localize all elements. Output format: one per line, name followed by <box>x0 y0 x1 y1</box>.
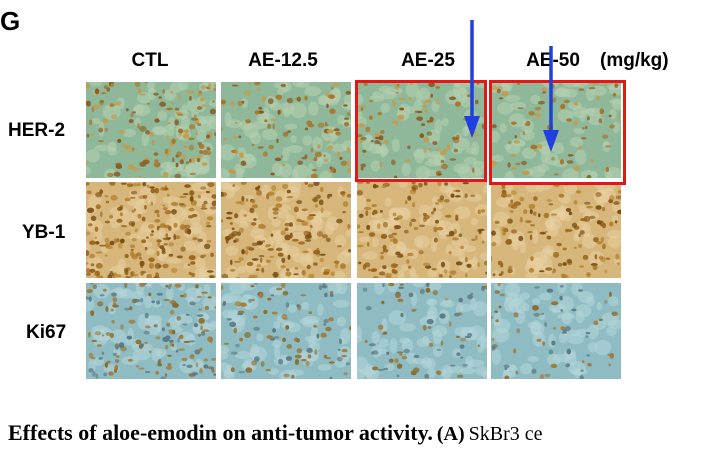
ihc-image-ki67-4 <box>491 283 621 379</box>
arrow-icon <box>543 46 559 152</box>
row-label-ki67: Ki67 <box>26 322 67 343</box>
ihc-image-yb-1-3 <box>357 182 487 278</box>
row-label-her-2: HER-2 <box>8 120 66 141</box>
ihc-image-her-2-3 <box>357 82 487 178</box>
ihc-image-yb-1-2 <box>221 182 351 278</box>
figure-caption: Effects of aloe-emodin on anti-tumor act… <box>8 420 543 446</box>
column-label-ae-25: AE-25 <box>401 50 455 71</box>
column-label-ae-50: AE-50 <box>526 50 580 71</box>
panel-letter: G <box>0 6 21 36</box>
highlight-box-her2-ae50 <box>489 80 626 185</box>
arrow-icon <box>464 20 480 138</box>
row-label-yb-1: YB-1 <box>22 222 66 243</box>
caption-text: SkBr3 ce <box>468 423 543 445</box>
ihc-image-her-2-1 <box>86 82 216 178</box>
column-label-ae-12-5: AE-12.5 <box>248 50 318 71</box>
caption-panel-label: (A) <box>436 423 465 445</box>
ihc-image-her-2-2 <box>221 82 351 178</box>
column-label-ctl: CTL <box>131 50 169 71</box>
ihc-image-yb-1-4 <box>491 182 621 278</box>
caption-title: Effects of aloe-emodin on anti-tumor act… <box>8 420 433 445</box>
ihc-image-ki67-2 <box>221 283 351 379</box>
unit-label: (mg/kg) <box>600 50 669 71</box>
highlight-box-her2-ae25 <box>355 80 487 182</box>
ihc-image-yb-1-1 <box>86 182 216 278</box>
ihc-image-ki67-1 <box>86 283 216 379</box>
ihc-image-ki67-3 <box>357 283 487 379</box>
ihc-image-her-2-4 <box>491 82 621 178</box>
